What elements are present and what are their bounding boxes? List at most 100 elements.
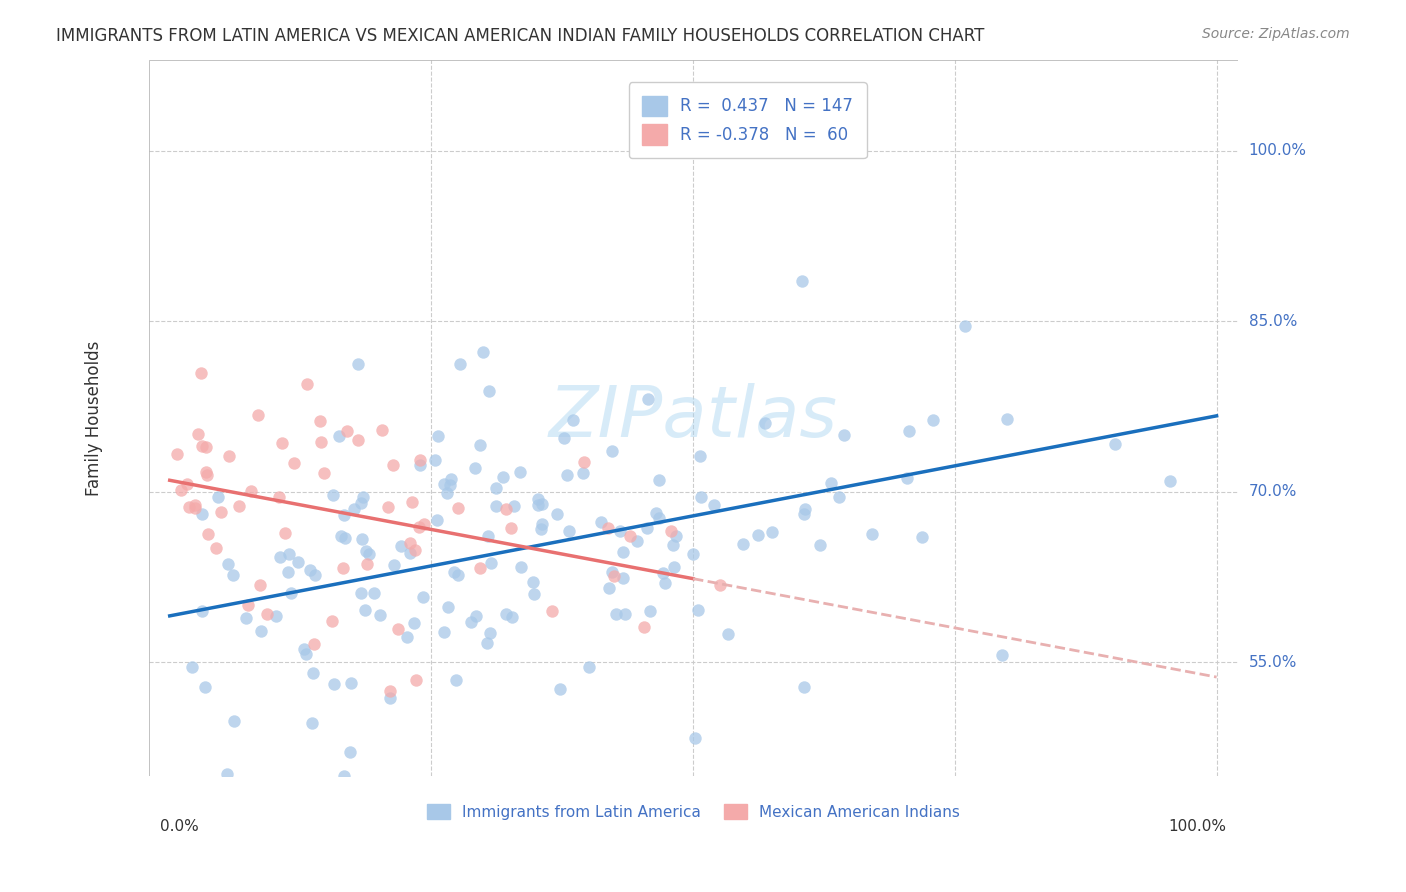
Point — [447, 567, 470, 582]
Point — [682, 547, 704, 561]
Point — [166, 447, 188, 461]
Point — [495, 501, 517, 516]
Point — [209, 505, 232, 519]
Point — [328, 429, 350, 443]
Point — [665, 529, 688, 543]
Legend: Immigrants from Latin America, Mexican American Indians: Immigrants from Latin America, Mexican A… — [420, 797, 966, 826]
Point — [377, 500, 399, 515]
Point — [1159, 475, 1181, 489]
Point — [626, 534, 648, 549]
Point — [405, 673, 427, 687]
Point — [336, 425, 359, 439]
Point — [299, 563, 322, 577]
Point — [322, 677, 344, 691]
Point — [382, 558, 405, 573]
Point — [309, 434, 332, 449]
Point — [195, 440, 218, 454]
Point — [205, 541, 228, 555]
Point — [413, 517, 436, 532]
Point — [754, 417, 776, 431]
Point — [440, 472, 463, 486]
Point — [600, 444, 623, 458]
Point — [340, 675, 363, 690]
Point — [558, 524, 581, 539]
Point — [447, 500, 470, 515]
Point — [495, 607, 517, 622]
Point — [359, 547, 381, 561]
Text: 55.0%: 55.0% — [1249, 655, 1296, 670]
Point — [239, 483, 262, 498]
Point — [703, 498, 725, 512]
Point — [436, 485, 458, 500]
Point — [522, 574, 544, 589]
Point — [636, 521, 658, 535]
Point — [589, 515, 612, 529]
Point — [897, 424, 920, 438]
Point — [190, 508, 212, 522]
Point — [523, 587, 546, 601]
Point — [555, 467, 578, 482]
Point — [808, 537, 831, 551]
Point — [222, 714, 245, 728]
Point — [304, 568, 326, 582]
Point — [409, 458, 432, 473]
Point — [342, 502, 364, 516]
Point — [997, 412, 1019, 426]
Point — [527, 498, 550, 512]
Point — [793, 680, 815, 694]
Point — [301, 665, 323, 680]
Point — [553, 431, 575, 445]
Point — [464, 460, 486, 475]
Point — [472, 345, 495, 359]
Point — [278, 547, 301, 561]
Point — [603, 569, 626, 583]
Point — [614, 607, 637, 621]
Point — [605, 607, 627, 621]
Point — [561, 413, 583, 427]
Point — [283, 456, 305, 470]
Point — [492, 470, 515, 484]
Point — [527, 491, 550, 506]
Point — [408, 453, 430, 467]
Point — [640, 605, 662, 619]
Point — [350, 585, 373, 599]
Point — [690, 490, 713, 504]
Text: 100.0%: 100.0% — [1168, 819, 1226, 834]
Point — [387, 622, 409, 636]
Point — [333, 508, 356, 522]
Point — [218, 449, 240, 463]
Point — [546, 507, 568, 521]
Point — [761, 524, 783, 539]
Point — [302, 637, 325, 651]
Point — [236, 598, 259, 612]
Point — [339, 745, 361, 759]
Point — [953, 318, 976, 333]
Point — [652, 566, 675, 580]
Point — [449, 358, 471, 372]
Point — [247, 408, 270, 422]
Point — [356, 544, 378, 558]
Point — [609, 524, 631, 538]
Point — [312, 466, 335, 480]
Point — [301, 716, 323, 731]
Point — [363, 586, 385, 600]
Point — [540, 604, 562, 618]
Point — [395, 630, 418, 644]
Point — [191, 604, 214, 618]
Point — [190, 366, 212, 380]
Text: 0.0%: 0.0% — [160, 819, 198, 834]
Point — [433, 624, 456, 639]
Point — [717, 627, 740, 641]
Point — [354, 603, 377, 617]
Point — [443, 565, 465, 579]
Point — [412, 590, 434, 604]
Point — [181, 660, 204, 674]
Point — [294, 641, 316, 656]
Point — [731, 537, 754, 551]
Point — [922, 413, 945, 427]
Point — [633, 620, 655, 634]
Point — [347, 433, 370, 447]
Point — [294, 647, 316, 661]
Point — [470, 561, 492, 575]
Point — [266, 608, 288, 623]
